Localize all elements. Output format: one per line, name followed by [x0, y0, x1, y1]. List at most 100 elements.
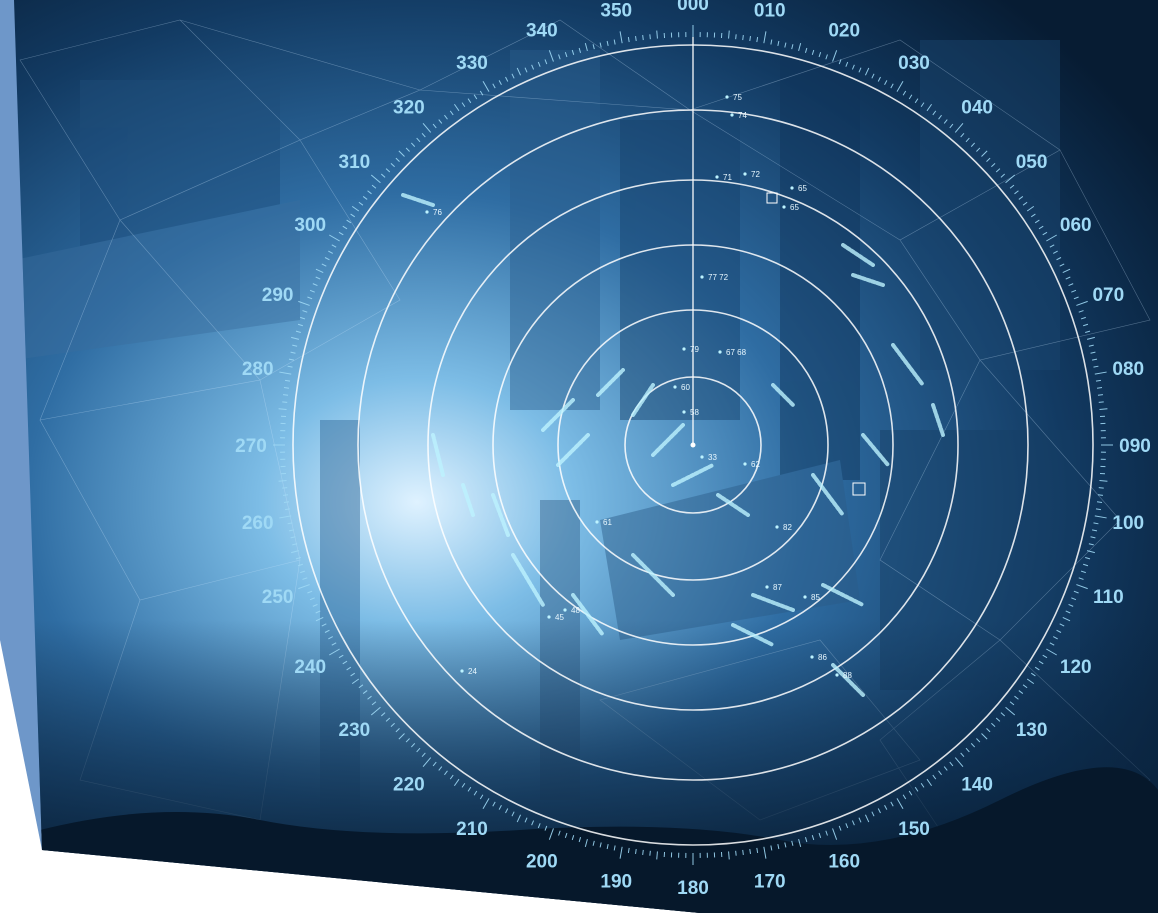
- compass-tick: [735, 34, 737, 40]
- compass-tick: [914, 786, 919, 792]
- radar-center: [690, 442, 696, 448]
- compass-tick: [1059, 263, 1065, 267]
- target-dot: [803, 595, 807, 599]
- compass-tick: [970, 142, 976, 147]
- compass-tick: [398, 150, 405, 157]
- compass-tick: [784, 842, 787, 848]
- compass-tick: [288, 358, 295, 361]
- compass-tick: [461, 102, 466, 108]
- compass-tick: [283, 387, 290, 389]
- compass-tick: [991, 162, 996, 168]
- radar-echo: [831, 663, 865, 697]
- compass-tick: [838, 825, 842, 831]
- compass-tick: [1073, 590, 1079, 594]
- compass-tick: [818, 52, 822, 58]
- compass-tick: [877, 76, 881, 82]
- compass-tick: [890, 83, 894, 89]
- compass-tick: [642, 849, 644, 855]
- bearing-label-140: 140: [961, 775, 993, 796]
- radar-echo: [731, 623, 775, 647]
- compass-tick: [896, 81, 904, 92]
- compass-tick: [416, 137, 421, 143]
- compass-tick: [288, 529, 295, 532]
- compass-tick: [511, 811, 515, 817]
- compass-tick: [283, 394, 289, 396]
- compass-tick: [283, 494, 289, 496]
- compass-tick: [432, 123, 437, 129]
- target-label: 24: [468, 667, 477, 676]
- compass-tick: [1065, 610, 1071, 614]
- compass-tick: [851, 820, 855, 826]
- compass-tick: [976, 738, 981, 743]
- compass-tick: [1014, 190, 1019, 195]
- target-label: 65: [790, 203, 799, 212]
- bearing-label-190: 190: [600, 871, 632, 892]
- target-dot: [725, 95, 729, 99]
- compass-tick: [943, 766, 948, 771]
- compass-tick: [926, 103, 933, 112]
- compass-tick: [410, 142, 416, 147]
- compass-tick: [986, 157, 991, 162]
- compass-tick: [307, 590, 313, 594]
- compass-tick: [315, 276, 321, 280]
- compass-tick: [1085, 330, 1091, 334]
- radar-echo: [571, 593, 605, 637]
- compass-tick: [1096, 501, 1103, 503]
- compass-tick: [970, 743, 976, 748]
- compass-tick: [649, 34, 651, 40]
- compass-tick: [524, 67, 528, 73]
- compass-tick: [1080, 316, 1086, 320]
- compass-tick: [1009, 701, 1015, 706]
- compass-tick: [1098, 401, 1104, 403]
- compass-tick: [965, 137, 970, 143]
- compass-tick: [981, 150, 988, 157]
- compass-tick: [346, 219, 352, 224]
- target-dot: [782, 205, 786, 209]
- compass-tick: [467, 786, 472, 792]
- compass-tick: [505, 76, 509, 82]
- radar-echo: [431, 433, 445, 477]
- compass-tick: [1053, 636, 1058, 640]
- compass-tick: [324, 629, 330, 633]
- bearing-label-230: 230: [339, 720, 371, 741]
- compass-tick: [949, 761, 954, 767]
- compass-tick: [482, 798, 490, 809]
- bearing-label-270: 270: [235, 436, 267, 457]
- compass-tick: [1093, 365, 1099, 368]
- target-label: 75: [733, 93, 742, 102]
- bearing-label-180: 180: [677, 878, 709, 899]
- compass-tick: [832, 828, 838, 840]
- compass-tick: [1005, 174, 1016, 184]
- compass-tick: [328, 636, 333, 640]
- compass-tick: [1094, 371, 1107, 375]
- compass-tick: [932, 774, 937, 780]
- compass-tick: [453, 778, 460, 787]
- radar-echo: [596, 368, 625, 397]
- compass-tick: [756, 37, 759, 43]
- compass-tick: [770, 845, 773, 851]
- compass-tick: [613, 845, 616, 851]
- compass-tick: [599, 42, 602, 48]
- compass-tick: [1083, 563, 1089, 567]
- compass-tick: [1094, 515, 1107, 519]
- compass-tick: [1049, 642, 1055, 646]
- compass-tick: [395, 728, 400, 733]
- compass-tick: [656, 30, 658, 39]
- target-label: 33: [708, 453, 717, 462]
- compass-tick: [1022, 201, 1028, 206]
- compass-tick: [416, 747, 421, 753]
- compass-tick: [1026, 678, 1035, 685]
- compass-tick: [1018, 690, 1024, 694]
- compass-tick: [410, 743, 416, 748]
- compass-tick: [938, 114, 942, 120]
- bearing-label-200: 200: [526, 851, 558, 872]
- compass-tick: [811, 835, 815, 841]
- compass-tick: [656, 851, 658, 860]
- bearing-label-150: 150: [898, 819, 930, 840]
- target-dot: [765, 585, 769, 589]
- target-label: 71: [723, 173, 732, 182]
- compass-tick: [1062, 268, 1071, 274]
- bearing-label-340: 340: [526, 21, 558, 42]
